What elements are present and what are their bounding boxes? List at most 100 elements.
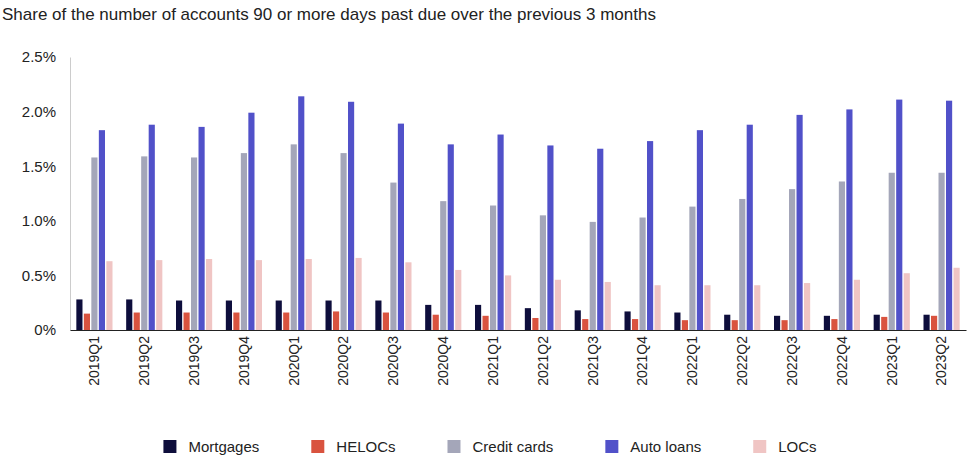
- bar: [839, 181, 845, 330]
- bar: [333, 311, 339, 330]
- tick: 2023Q2: [933, 336, 949, 386]
- bar: [804, 283, 810, 330]
- bar: [383, 313, 389, 330]
- legend-item: HELOCs: [311, 438, 395, 455]
- legend-swatch: [753, 440, 766, 453]
- bar: [846, 109, 852, 330]
- bar: [99, 130, 105, 330]
- tick: 0%: [34, 321, 70, 338]
- bar: [184, 313, 190, 330]
- bar: [475, 305, 481, 330]
- bar: [490, 206, 496, 330]
- legend-item: Auto loans: [605, 438, 701, 455]
- legend-swatch: [311, 440, 324, 453]
- tick: 0.5%: [22, 267, 70, 284]
- y-axis: 0% 0.5% 1.0% 1.5% 2.0% 2.5%: [22, 48, 71, 338]
- tick-label: 2020Q4: [435, 336, 451, 386]
- bar: [655, 285, 661, 330]
- bar: [425, 305, 431, 330]
- tick: 2019Q2: [136, 336, 152, 386]
- bar: [525, 308, 531, 330]
- bar: [532, 318, 538, 330]
- bar: [141, 156, 147, 330]
- bar: [448, 144, 454, 330]
- bar: [191, 157, 197, 330]
- bar: [298, 96, 304, 330]
- tick: 2020Q4: [435, 336, 451, 386]
- bar: [455, 270, 461, 330]
- tick-label: 2020Q1: [286, 336, 302, 386]
- bar: [582, 319, 588, 330]
- tick-label: 2022Q3: [784, 336, 800, 386]
- tick-label: 2020Q3: [385, 336, 401, 386]
- tick-label: 2021Q3: [585, 336, 601, 386]
- tick: 2019Q1: [86, 336, 102, 386]
- bar: [555, 280, 561, 330]
- bar: [547, 145, 553, 330]
- tick: 2021Q3: [585, 336, 601, 386]
- bar: [697, 130, 703, 330]
- tick-label: 2.0%: [22, 103, 56, 120]
- legend-item: Credit cards: [447, 438, 553, 455]
- bar: [575, 310, 581, 330]
- axis-line: [70, 58, 71, 331]
- tick: 2022Q3: [784, 336, 800, 386]
- bar: [939, 173, 945, 330]
- bar-series: [99, 96, 952, 330]
- title: Share of the number of accounts 90 or mo…: [2, 5, 656, 24]
- tick: 2.5%: [22, 48, 70, 65]
- tick-label: 2.5%: [22, 48, 56, 65]
- bar: [390, 183, 396, 330]
- tick-label: 2023Q2: [933, 336, 949, 386]
- bar: [724, 315, 730, 330]
- tick: 2023Q1: [884, 336, 900, 386]
- bar-series: [106, 258, 959, 330]
- legend-item: LOCs: [753, 438, 816, 455]
- bar: [782, 320, 788, 330]
- tick: 2020Q3: [385, 336, 401, 386]
- bar: [831, 319, 837, 330]
- bar: [91, 157, 97, 330]
- bar: [433, 315, 439, 330]
- tick-label: 1.5%: [22, 158, 56, 175]
- bar: [248, 113, 254, 330]
- bar: [590, 222, 596, 330]
- tick-label: 1.0%: [22, 212, 56, 229]
- bar: [754, 285, 760, 330]
- bar: [126, 299, 132, 330]
- tick: 2022Q4: [834, 336, 850, 386]
- bar: [498, 135, 504, 330]
- bar: [881, 317, 887, 330]
- bar: [341, 153, 347, 330]
- tick: 2021Q1: [485, 336, 501, 386]
- tick: 2019Q3: [186, 336, 202, 386]
- bars: [76, 96, 959, 330]
- bar: [946, 101, 952, 330]
- bar: [923, 315, 929, 330]
- bar: [640, 218, 646, 330]
- tick-label: 2022Q4: [834, 336, 850, 386]
- bar: [632, 319, 638, 330]
- bar: [874, 315, 880, 330]
- bar: [106, 261, 112, 330]
- bar: [356, 258, 362, 330]
- tick: 2021Q4: [634, 336, 650, 386]
- bar: [505, 275, 511, 330]
- tick-label: 2019Q4: [236, 336, 252, 386]
- bar-series: [91, 144, 944, 330]
- bar: [674, 313, 680, 330]
- bar: [774, 316, 780, 330]
- legend-label: LOCs: [778, 438, 816, 455]
- legend-swatch: [163, 440, 176, 453]
- tick-label: 2021Q4: [634, 336, 650, 386]
- bar: [226, 301, 232, 330]
- bar: [256, 260, 262, 330]
- axis-line: [71, 330, 967, 331]
- bar: [896, 100, 902, 330]
- bar: [276, 301, 282, 330]
- bar: [176, 301, 182, 330]
- bar: [647, 141, 653, 330]
- tick-label: 2019Q2: [136, 336, 152, 386]
- bar: [306, 259, 312, 330]
- bar: [824, 316, 830, 330]
